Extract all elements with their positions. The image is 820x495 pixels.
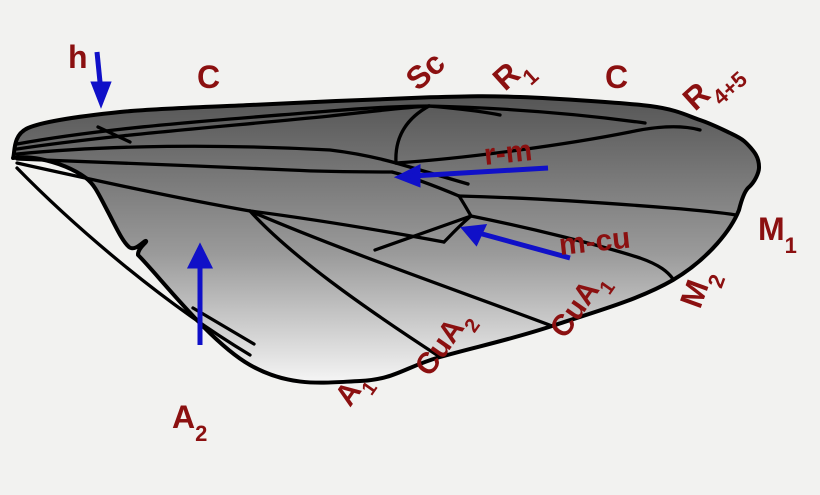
svg-text:r-m: r-m — [482, 134, 534, 172]
svg-text:A2: A2 — [172, 399, 207, 446]
svg-text:C: C — [197, 59, 220, 95]
svg-text:C: C — [605, 59, 628, 95]
svg-text:h: h — [68, 39, 88, 75]
svg-text:M1: M1 — [758, 211, 797, 258]
svg-text:Sc: Sc — [399, 44, 452, 97]
